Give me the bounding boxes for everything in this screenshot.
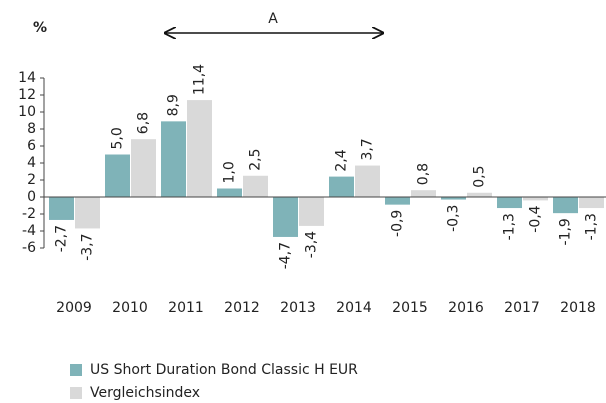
value-label: -1,3 bbox=[502, 213, 518, 240]
value-label: -3,7 bbox=[80, 233, 96, 260]
value-label: 11,4 bbox=[192, 64, 208, 95]
x-tick-label: 2013 bbox=[280, 300, 316, 316]
x-tick-label: 2017 bbox=[504, 300, 540, 316]
bar bbox=[187, 100, 212, 197]
bar bbox=[497, 197, 522, 209]
y-tick-label: 10 bbox=[18, 104, 36, 120]
annotation: A bbox=[268, 11, 278, 27]
bar bbox=[131, 139, 156, 197]
y-tick-label: 14 bbox=[18, 70, 36, 86]
bar bbox=[385, 197, 410, 205]
value-label: 3,7 bbox=[360, 138, 376, 160]
x-tick-label: 2016 bbox=[448, 300, 484, 316]
y-tick-label: 12 bbox=[18, 87, 36, 103]
legend-swatch bbox=[70, 364, 82, 376]
y-tick-label: 6 bbox=[27, 138, 36, 154]
value-label: -1,3 bbox=[584, 213, 600, 240]
x-tick-label: 2015 bbox=[392, 300, 428, 316]
bar bbox=[355, 165, 380, 197]
x-tick-label: 2010 bbox=[112, 300, 148, 316]
bar bbox=[161, 121, 186, 197]
value-label: 5,0 bbox=[110, 127, 126, 149]
y-tick-label: 2 bbox=[27, 172, 36, 188]
bar bbox=[523, 197, 548, 201]
bar bbox=[441, 197, 466, 200]
legend-label: US Short Duration Bond Classic H EUR bbox=[90, 362, 358, 378]
value-label: 2,4 bbox=[334, 149, 350, 171]
x-tick-label: 2012 bbox=[224, 300, 260, 316]
bar bbox=[467, 192, 492, 197]
bar bbox=[105, 154, 130, 197]
y-tick-label: 0 bbox=[27, 189, 36, 205]
x-tick-label: 2018 bbox=[560, 300, 596, 316]
value-label: 1,0 bbox=[222, 161, 238, 183]
y-tick-label: -2 bbox=[22, 206, 36, 222]
bar bbox=[243, 175, 268, 197]
y-tick-label: -4 bbox=[22, 223, 36, 239]
x-tick-label: 2009 bbox=[56, 300, 92, 316]
x-tick-label: 2014 bbox=[336, 300, 372, 316]
bar bbox=[329, 176, 354, 197]
bar bbox=[273, 197, 298, 237]
value-label: -2,7 bbox=[54, 225, 70, 252]
value-label: 0,5 bbox=[472, 165, 488, 187]
value-label: 2,5 bbox=[248, 148, 264, 170]
bar bbox=[579, 197, 604, 209]
value-label: -4,7 bbox=[278, 242, 294, 269]
value-label: -0,4 bbox=[528, 205, 544, 232]
value-label: 0,8 bbox=[416, 163, 432, 185]
value-label: 8,9 bbox=[166, 94, 182, 116]
legend-swatch bbox=[70, 387, 82, 399]
y-tick-label: -6 bbox=[22, 240, 36, 256]
legend-label: Vergleichsindex bbox=[90, 385, 200, 401]
bar bbox=[553, 197, 578, 214]
value-label: 6,8 bbox=[136, 112, 152, 134]
bar bbox=[299, 197, 324, 226]
value-label: -0,3 bbox=[446, 205, 462, 232]
y-tick-label: 8 bbox=[27, 121, 36, 137]
value-label: -3,4 bbox=[304, 231, 320, 258]
bar bbox=[217, 188, 242, 197]
unit-label: % bbox=[33, 20, 47, 36]
bar bbox=[75, 197, 100, 229]
y-tick-label: 4 bbox=[27, 155, 36, 171]
value-label: -1,9 bbox=[558, 218, 574, 245]
x-tick-label: 2011 bbox=[168, 300, 204, 316]
value-label: -0,9 bbox=[390, 210, 406, 237]
bar bbox=[411, 190, 436, 197]
bar bbox=[49, 197, 74, 220]
